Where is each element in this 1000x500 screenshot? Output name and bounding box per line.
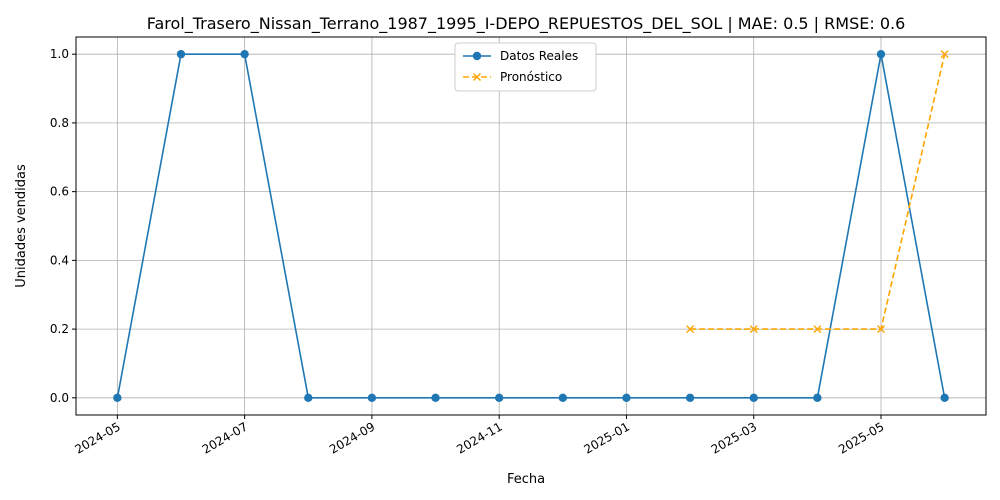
data-point — [304, 393, 313, 403]
data-point — [876, 49, 886, 59]
data-point — [622, 393, 631, 403]
legend-box — [454, 42, 597, 92]
y-tick-label: 0.4 — [50, 253, 69, 267]
x-tick-label: 2024-05 — [72, 419, 122, 456]
forecast-point — [813, 325, 822, 334]
x-tick-label: 2024-11 — [454, 419, 504, 456]
data-point — [367, 393, 377, 403]
y-tick-label: 0.0 — [50, 391, 69, 405]
x-tick-label: 2025-03 — [709, 419, 759, 456]
plot-frame — [75, 36, 987, 416]
legend-label: Pronóstico — [500, 70, 562, 84]
data-point — [813, 393, 822, 403]
series-layer — [113, 49, 949, 403]
data-point — [431, 393, 440, 403]
legend-marker — [472, 51, 482, 61]
y-axis-label: Unidades vendidas — [14, 164, 29, 288]
x-axis: 2024-05 2024-07 2024-09 2024-11 2025-01 2025-… — [72, 415, 887, 457]
y-tick-label: 0.6 — [50, 185, 69, 199]
y-tick-label: 0.8 — [50, 116, 69, 130]
chart-title: Farol_Trasero_Nissan_Terrano_1987_1995_I… — [147, 14, 906, 34]
forecast-point — [749, 325, 758, 334]
forecast-point — [940, 50, 949, 59]
data-point — [494, 393, 504, 403]
y-tick-label: 0.2 — [50, 322, 69, 336]
y-tick-label: 1.0 — [50, 47, 69, 61]
x-axis-label: Fecha — [507, 472, 545, 487]
x-tick-label: 2025-01 — [582, 419, 632, 456]
forecast-point — [877, 325, 885, 334]
data-point — [113, 393, 122, 403]
x-tick-label: 2024-09 — [327, 419, 377, 456]
data-point — [240, 49, 249, 59]
data-point — [749, 393, 758, 403]
data-point — [558, 393, 568, 403]
y-axis: 0.0 0.2 0.4 0.6 0.8 1.0 — [50, 47, 76, 405]
series-line-datos-reales — [116, 53, 946, 399]
forecast-point — [686, 325, 695, 334]
legend: Datos Reales Pronóstico — [454, 42, 597, 92]
x-tick-label: 2025-05 — [836, 419, 886, 456]
x-tick-label: 2024-07 — [200, 419, 250, 456]
data-point — [940, 393, 949, 403]
data-point — [176, 49, 186, 59]
legend-label: Datos Reales — [500, 49, 578, 63]
data-point — [685, 393, 695, 403]
legend-marker — [473, 73, 481, 81]
